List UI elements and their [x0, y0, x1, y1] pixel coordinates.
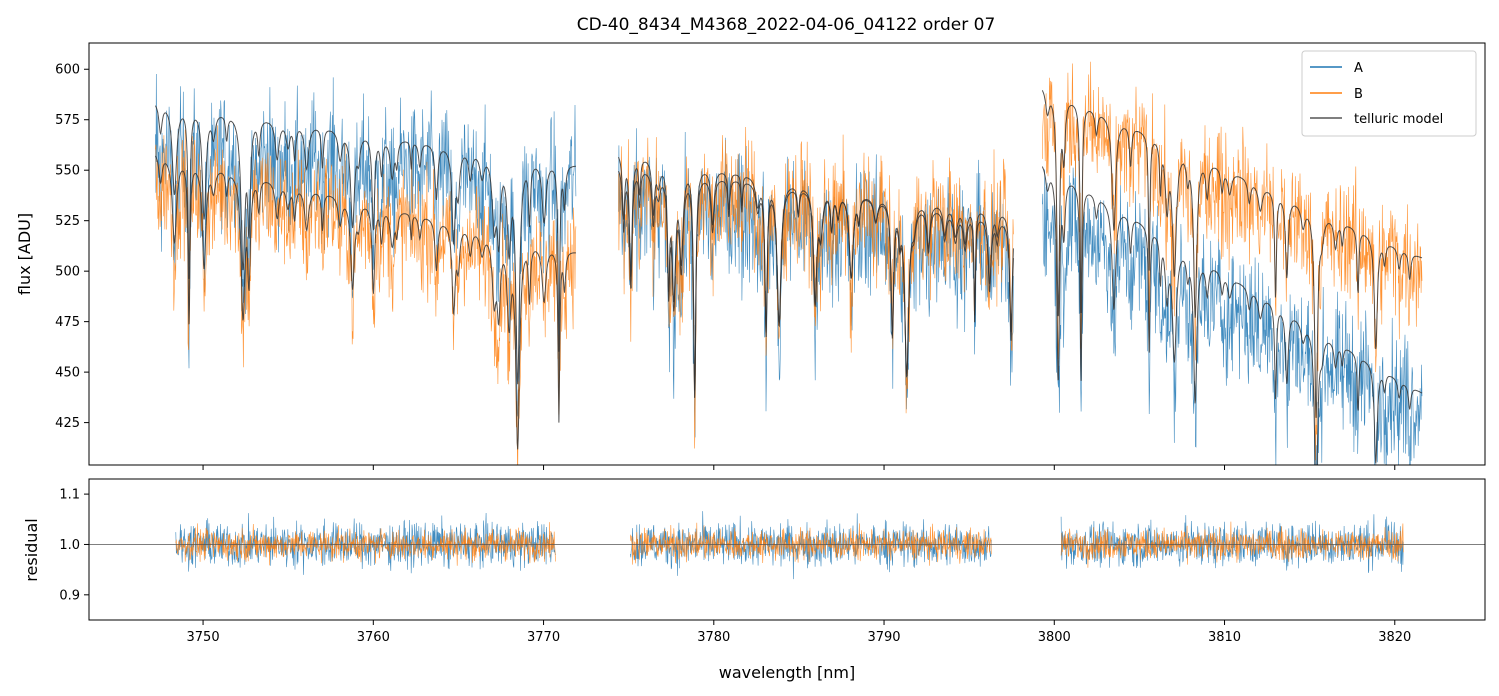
legend-label-b: B: [1354, 87, 1363, 102]
telluric-b-segment-3: [1041, 90, 1423, 418]
wavelength-xtick-label-3780: 3780: [697, 630, 730, 645]
wavelength-xtick-label-3820: 3820: [1378, 630, 1411, 645]
residual-panel-ticks: 0.9 1.0 1.1 3750 3760 3770 3780 3790 3800 3810 382…: [59, 488, 1411, 645]
residual-a-segment-3: [1060, 514, 1404, 573]
wavelength-xtick-label-3800: 3800: [1038, 630, 1071, 645]
flux-ytick-label-425: 425: [55, 416, 80, 431]
telluric-b-segment-2: [618, 171, 1014, 398]
wavelength-axis-label: wavelength [nm]: [719, 663, 856, 682]
telluric-a-segment-1: [154, 105, 576, 385]
flux-panel-frame: [88, 42, 1486, 466]
flux-panel-data: [154, 61, 1423, 465]
legend: A B telluric model: [1301, 50, 1477, 137]
flux-ytick-label-600: 600: [55, 63, 80, 78]
telluric-a-segment-3: [1041, 166, 1423, 465]
flux-panel-ticks: 425 450 475 500 525 550 575 600: [55, 63, 1396, 470]
flux-ytick-label-450: 450: [55, 366, 80, 381]
residual-axis-label: residual: [22, 518, 41, 581]
legend-label-telluric: telluric model: [1354, 112, 1443, 127]
flux-ytick-label-575: 575: [55, 113, 80, 128]
residual-panel-frame: [88, 478, 1486, 621]
flux-ytick-label-525: 525: [55, 214, 80, 229]
wavelength-xtick-label-3750: 3750: [187, 630, 220, 645]
flux-ytick-label-550: 550: [55, 164, 80, 179]
wavelength-xtick-label-3790: 3790: [867, 630, 900, 645]
telluric-b-segment-1: [154, 155, 576, 450]
legend-box: [1301, 50, 1477, 137]
residual-ytick-label-1: 1.0: [59, 538, 80, 553]
residual-b-segment-3: [1060, 521, 1404, 568]
flux-axis-label: flux [ADU]: [15, 213, 34, 295]
flux-ytick-label-475: 475: [55, 315, 80, 330]
residual-ytick-label-0.9: 0.9: [59, 588, 80, 603]
flux-ytick-label-500: 500: [55, 265, 80, 280]
chart-title: CD-40_8434_M4368_2022-04-06_04122 order …: [577, 15, 996, 35]
wavelength-xtick-label-3810: 3810: [1208, 630, 1241, 645]
wavelength-xtick-label-3770: 3770: [527, 630, 560, 645]
residual-ytick-label-1.1: 1.1: [59, 488, 80, 503]
wavelength-xtick-label-3760: 3760: [357, 630, 390, 645]
legend-label-a: A: [1354, 61, 1363, 76]
residual-panel-data: [89, 511, 1485, 580]
residual-b-segment-1: [175, 522, 556, 566]
